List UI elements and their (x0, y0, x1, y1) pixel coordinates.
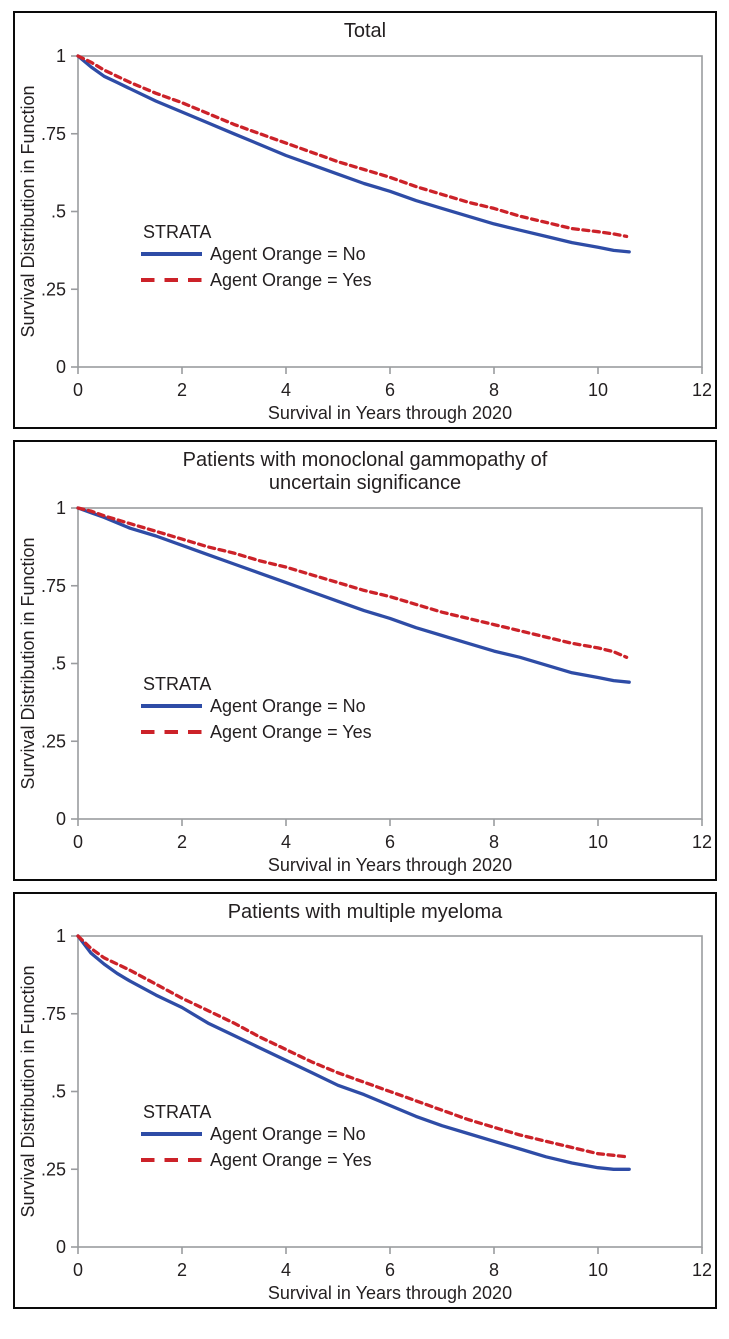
x-axis-title: Survival in Years through 2020 (267, 1283, 511, 1303)
survival-curve-agent-orange-no (75, 53, 631, 254)
legend-label: Agent Orange = No (210, 244, 366, 264)
survival-chart-mgus: 0 2 4 6 8 10 12 0 .25 .5 .75 1 Survival in Years thr… (18, 498, 712, 875)
survival-curve-agent-orange-yes (75, 53, 628, 238)
x-axis-title: Survival in Years through 2020 (267, 403, 511, 423)
legend-title: STRATA (143, 674, 211, 694)
legend-label: Agent Orange = Yes (210, 270, 372, 290)
y-axis-tick-label: .75 (40, 576, 65, 596)
x-axis-tick-label: 6 (384, 1260, 394, 1280)
x-axis-tick-label: 4 (280, 832, 290, 852)
survival-curve-agent-orange-yes (75, 506, 628, 659)
x-axis-tick-label: 6 (384, 380, 394, 400)
panel-total: Total 0 2 4 6 8 10 12 0 .25 .5 .75 1 Survival in Yea… (13, 11, 717, 429)
panel-mgus: Patients with monoclonal gammopathy of u… (13, 439, 717, 881)
x-axis-tick-label: 12 (691, 832, 711, 852)
y-axis-tick-label: 1 (55, 498, 65, 518)
y-axis-tick-label: 1 (55, 926, 65, 946)
x-axis-tick-label: 4 (280, 380, 290, 400)
y-axis-tick-label: .25 (40, 279, 65, 299)
survival-curve-agent-orange-no (75, 506, 631, 684)
x-axis-tick-label: 2 (176, 1260, 186, 1280)
x-axis-tick-label: 2 (176, 380, 186, 400)
chart-title-mgus: Patients with monoclonal gammopathy of u… (182, 448, 548, 495)
x-axis-tick-label: 4 (280, 1260, 290, 1280)
x-axis-tick-label: 8 (488, 832, 498, 852)
survival-curve-agent-orange-yes (75, 934, 628, 1159)
x-axis-tick-label: 10 (587, 832, 607, 852)
y-axis-tick-label: .25 (40, 1160, 65, 1180)
y-axis-tick-label: 0 (55, 357, 65, 377)
legend-label: Agent Orange = Yes (210, 722, 372, 742)
panel-myeloma: Patients with multiple myeloma 0 2 4 6 8 10 12… (13, 891, 717, 1310)
legend-label: Agent Orange = Yes (210, 1150, 372, 1170)
legend-title: STRATA (143, 222, 211, 242)
y-axis-tick-label: .5 (50, 1082, 65, 1102)
x-axis-tick-label: 10 (587, 380, 607, 400)
x-axis-tick-label: 8 (488, 380, 498, 400)
survival-curve-agent-orange-no (75, 934, 631, 1172)
y-axis-title: Survival Distribution in Function (18, 537, 38, 789)
x-axis-tick-label: 8 (488, 1260, 498, 1280)
y-axis-tick-label: .75 (40, 123, 65, 143)
x-axis-title: Survival in Years through 2020 (267, 855, 511, 875)
y-axis-tick-label: .25 (40, 731, 65, 751)
x-axis-tick-label: 0 (72, 380, 82, 400)
x-axis-tick-label: 0 (72, 832, 82, 852)
y-axis-title: Survival Distribution in Function (18, 966, 38, 1218)
chart-title-myeloma: Patients with multiple myeloma (227, 900, 503, 923)
legend-label: Agent Orange = No (210, 1124, 366, 1144)
y-axis-tick-label: 0 (55, 809, 65, 829)
chart-title-total: Total (343, 20, 387, 42)
y-axis-title: Survival Distribution in Function (18, 85, 38, 337)
plot-frame (76, 54, 703, 368)
x-axis-tick-label: 10 (587, 1260, 607, 1280)
y-axis-tick-label: 0 (55, 1237, 65, 1257)
x-axis-tick-label: 0 (72, 1260, 82, 1280)
y-axis-tick-label: 1 (55, 46, 65, 66)
y-axis-tick-label: .75 (40, 1004, 65, 1024)
legend-label: Agent Orange = No (210, 696, 366, 716)
survival-chart-total: 0 2 4 6 8 10 12 0 .25 .5 .75 1 Survival in Years thr… (18, 46, 712, 423)
y-axis-tick-label: .5 (50, 201, 65, 221)
x-axis-tick-label: 12 (691, 380, 711, 400)
plot-frame (76, 506, 703, 820)
x-axis-tick-label: 2 (176, 832, 186, 852)
survival-chart-myeloma: 0 2 4 6 8 10 12 0 .25 .5 .75 1 Survival in Years thr… (18, 926, 712, 1303)
legend-title: STRATA (143, 1102, 211, 1122)
x-axis-tick-label: 6 (384, 832, 394, 852)
x-axis-tick-label: 12 (691, 1260, 711, 1280)
y-axis-tick-label: .5 (50, 653, 65, 673)
figure-stack: Total 0 2 4 6 8 10 12 0.25.5.75 1 Survival in Yea… (13, 11, 717, 1310)
